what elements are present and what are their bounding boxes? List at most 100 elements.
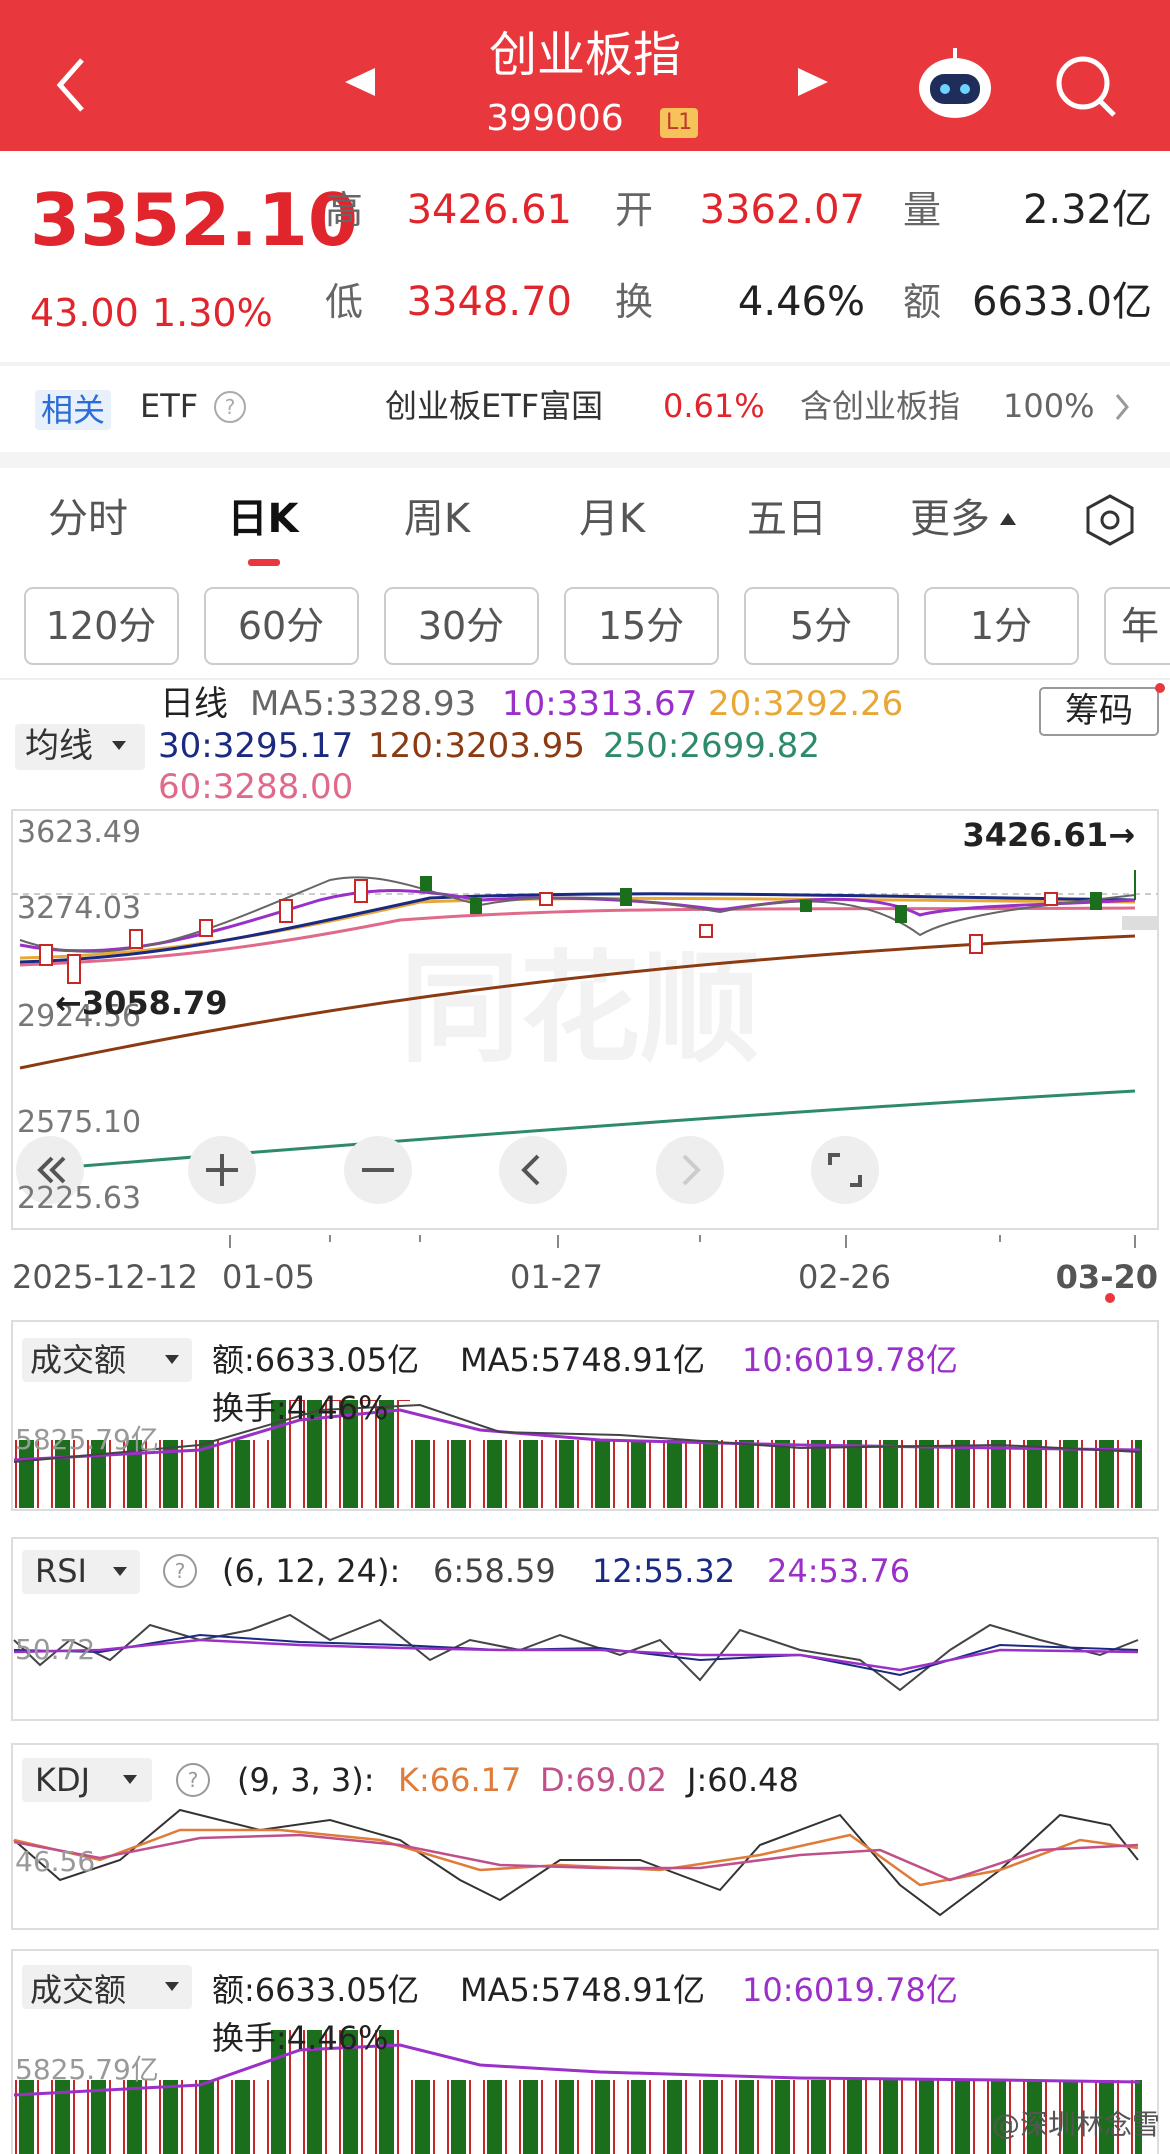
- axis-label: 5825.79亿: [15, 1423, 159, 1456]
- indicator-readout: MA5:5748.91亿: [460, 1341, 705, 1379]
- chips-button[interactable]: [1039, 687, 1159, 736]
- axis-label: 46.56: [15, 1845, 96, 1878]
- more-arrow: [1000, 513, 1016, 525]
- holding-pct: 100%: [1003, 387, 1095, 425]
- settings-icon[interactable]: [1086, 494, 1134, 546]
- etf-help-icon: [214, 391, 246, 423]
- title: 创业板指: [488, 27, 681, 83]
- panel-frames: [11, 1320, 1159, 2154]
- candles: [39, 870, 1136, 984]
- level-badge: L1: [660, 108, 699, 138]
- divider: [0, 452, 1170, 468]
- tab-indicator: [248, 559, 280, 566]
- stat-label: 开: [615, 188, 654, 232]
- indicator-readout: K:66.17: [398, 1761, 522, 1799]
- watermark: @深圳林念雪: [991, 2108, 1160, 2141]
- svg-text:?: ?: [175, 1559, 186, 1583]
- interval-button[interactable]: 120分: [45, 604, 157, 648]
- indicator-readout: 额:6633.05亿: [212, 1341, 420, 1379]
- indicator-readout: 10:6019.78亿: [742, 1341, 958, 1379]
- assistant-icon[interactable]: [919, 48, 991, 118]
- tab[interactable]: 日K: [227, 496, 299, 542]
- change-pct: 1.30%: [152, 291, 273, 335]
- prev-icon[interactable]: [345, 68, 375, 96]
- stat-value: 2.32亿: [1022, 187, 1152, 233]
- interval-button[interactable]: 1分: [969, 604, 1033, 648]
- tab[interactable]: 五日: [747, 496, 827, 542]
- etf-tag: 相关: [35, 390, 112, 430]
- fund-change: 0.61%: [663, 387, 765, 425]
- watermark-logo: 同花顺: [400, 940, 760, 1079]
- ma-selector-label[interactable]: 均线: [25, 726, 93, 766]
- volume-bars: [14, 1440, 1142, 1508]
- interval-button[interactable]: 30分: [417, 604, 505, 648]
- y-axis-label: 3623.49: [17, 815, 142, 850]
- indicator-readout: 6:58.59: [433, 1552, 556, 1590]
- low-marker: ←3058.79: [55, 984, 228, 1022]
- indicator-readout: MA5:5748.91亿: [460, 1971, 705, 2009]
- indicator-readout: 额:6633.05亿: [212, 1971, 420, 2009]
- indicator-selector[interactable]: RSI: [35, 1552, 87, 1590]
- axis-label: 5825.79亿: [15, 2053, 159, 2086]
- tab[interactable]: 更多: [910, 496, 990, 542]
- etf-label: ETF: [140, 387, 199, 425]
- stat-label: 额: [903, 280, 942, 324]
- tab[interactable]: 月K: [578, 496, 646, 542]
- tab[interactable]: 周K: [403, 496, 471, 542]
- indicator-readout: 24:53.76: [767, 1552, 911, 1590]
- y-axis-label: 3274.03: [17, 891, 142, 926]
- indicator-readout: J:60.48: [687, 1761, 799, 1799]
- date-label: 01-05: [222, 1258, 315, 1296]
- indicator-readout: 12:55.32: [592, 1552, 736, 1590]
- indicator-selector[interactable]: 成交额: [30, 1971, 127, 2009]
- price-chart-frame: [11, 809, 1159, 1230]
- turnover: 换手:4.46%: [212, 1389, 389, 1427]
- y-axis-label: 2575.10: [17, 1105, 142, 1140]
- change: 43.00: [30, 291, 139, 335]
- indicator-selector[interactable]: 成交额: [30, 1341, 127, 1379]
- interval-button[interactable]: 15分: [597, 604, 685, 648]
- stat-value: 3426.61: [406, 187, 572, 233]
- indicator-readout: D:69.02: [540, 1761, 668, 1799]
- holding-label: 含创业板指: [800, 387, 961, 425]
- stat-label: 换: [615, 280, 654, 324]
- last-price: 3352.10: [30, 178, 358, 262]
- svg-text:?: ?: [188, 1768, 199, 1792]
- date-label: 03-20: [1055, 1258, 1158, 1296]
- indicator-params: (6, 12, 24):: [222, 1552, 401, 1590]
- panel-selectors[interactable]: [22, 1338, 192, 2009]
- chevron[interactable]: [1115, 394, 1129, 420]
- ma-value: 20:3292.26: [708, 684, 904, 724]
- ma-value: 10:3313.67: [502, 684, 698, 724]
- indicator-selector[interactable]: KDJ: [35, 1761, 91, 1799]
- interval-button[interactable]: 60分: [237, 604, 325, 648]
- interval-button[interactable]: 年: [1120, 604, 1159, 648]
- high-marker: 3426.61→: [962, 816, 1135, 854]
- next-icon[interactable]: [798, 68, 828, 96]
- stat-label: 量: [903, 188, 942, 232]
- interval-button[interactable]: 5分: [789, 604, 853, 648]
- indicator-params: (9, 3, 3):: [237, 1761, 375, 1799]
- index-code: 399006: [486, 98, 624, 139]
- ma-value: 30:3295.17: [158, 726, 354, 766]
- interval-buttons: [24, 587, 1170, 665]
- fund-name[interactable]: 创业板ETF富国: [385, 387, 604, 425]
- ma-value: 120:3203.95: [368, 726, 585, 766]
- date-label: 01-27: [510, 1258, 603, 1296]
- stat-label: 低: [325, 280, 364, 324]
- ma-value: MA5:3328.93: [250, 684, 477, 724]
- chips-label[interactable]: 筹码: [1065, 691, 1133, 731]
- turnover: 换手:4.46%: [212, 2019, 389, 2057]
- search-icon[interactable]: [1056, 56, 1116, 117]
- stat-label: 高: [325, 188, 364, 232]
- ma-selector[interactable]: [15, 724, 145, 770]
- indicator-readout: 10:6019.78亿: [742, 1971, 958, 2009]
- tab[interactable]: 分时: [48, 496, 128, 542]
- chart-controls[interactable]: [16, 1136, 879, 1204]
- stat-value: 3362.07: [699, 187, 865, 233]
- y-axis-label: 2924.56: [17, 999, 142, 1034]
- back-icon[interactable]: [56, 58, 84, 112]
